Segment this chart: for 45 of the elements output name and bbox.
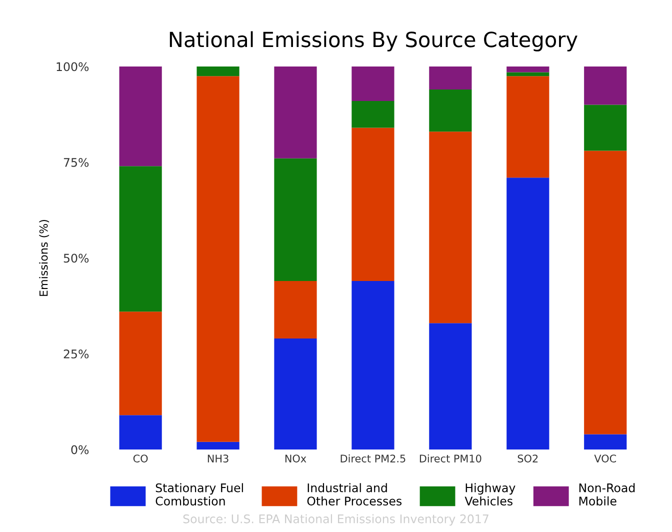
- y-tick-label: 100%: [56, 62, 89, 72]
- y-tick-label: 75%: [64, 158, 89, 167]
- legend-label: Stationary Fuel Combustion: [156, 483, 243, 506]
- x-tick-label: Direct PM2.5: [340, 454, 406, 462]
- legend-label: Non-Road Mobile: [579, 483, 635, 506]
- y-tick-label: 0%: [71, 445, 89, 454]
- bar: [274, 281, 317, 338]
- bar: [196, 76, 240, 442]
- bar: [429, 66, 472, 90]
- legend-label: Highway Vehicles: [464, 483, 516, 506]
- bar: [506, 178, 550, 450]
- bar: [429, 132, 472, 324]
- y-axis-title: Emissions (%): [39, 220, 50, 296]
- bar: [119, 166, 162, 312]
- bar: [352, 128, 394, 281]
- bar: [352, 281, 394, 450]
- bar: [119, 415, 162, 450]
- x-tick-label: NH3: [208, 454, 228, 462]
- x-tick-label: SO2: [518, 454, 538, 462]
- bar: [584, 150, 627, 434]
- y-tick-label: 25%: [64, 350, 89, 358]
- x-tick-label: VOC: [594, 454, 616, 462]
- x-tick-label: CO: [133, 454, 148, 462]
- legend-label: Industrial and Other Processes: [307, 483, 402, 506]
- bar: [119, 66, 162, 166]
- bar: [584, 104, 627, 151]
- bar: [352, 100, 394, 128]
- bar: [274, 338, 317, 450]
- bar: [506, 76, 550, 178]
- bar: [429, 89, 472, 132]
- chart-title: National Emissions By Source Category: [170, 31, 578, 52]
- y-tick-label: 50%: [64, 254, 89, 263]
- bar: [352, 66, 394, 101]
- bar: [274, 66, 317, 158]
- bar: [506, 72, 550, 76]
- bar: [274, 158, 317, 281]
- bar: [196, 442, 240, 450]
- bar: [584, 434, 627, 450]
- bar: [429, 323, 472, 450]
- x-tick-label: Direct PM10: [420, 454, 482, 462]
- bar: [196, 66, 240, 76]
- x-tick-label: NOx: [285, 454, 306, 462]
- bar: [506, 66, 550, 72]
- bar: [119, 312, 162, 416]
- bar: [584, 66, 627, 105]
